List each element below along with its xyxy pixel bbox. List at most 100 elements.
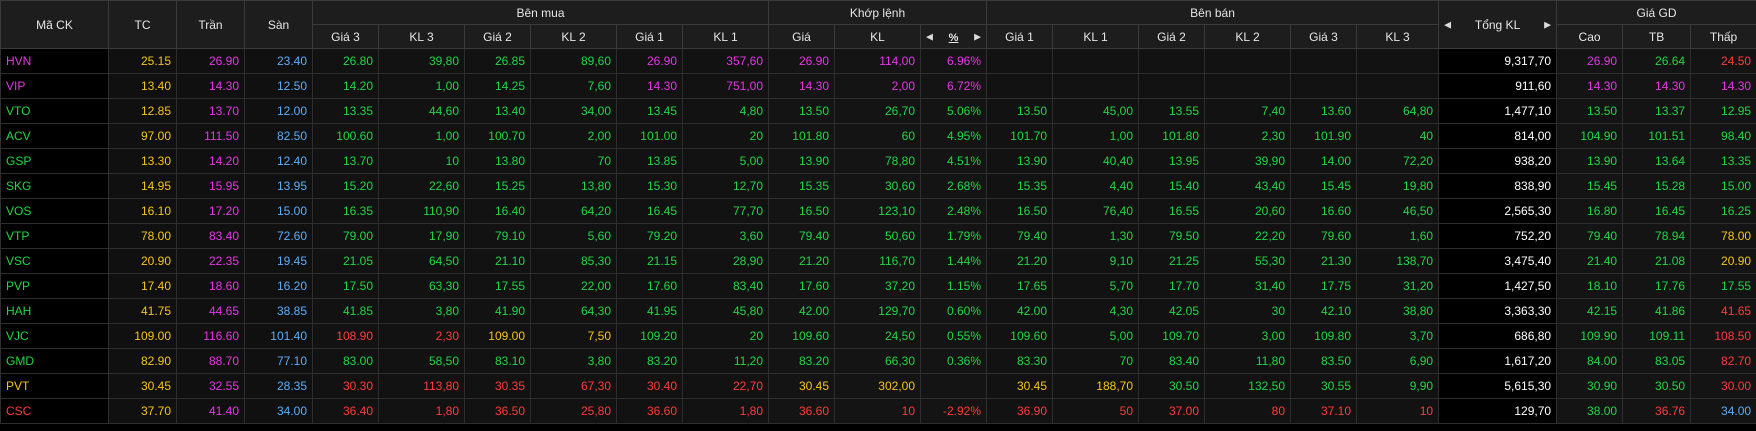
match-col-header[interactable]: Giá: [768, 24, 835, 49]
bid-col-header[interactable]: Giá 1: [616, 24, 683, 49]
ref-price-cell: 41.75: [108, 298, 177, 324]
bid-cell: 39,80: [378, 48, 465, 74]
ask-col-header[interactable]: Giá 2: [1138, 24, 1205, 49]
symbol-cell[interactable]: CSC: [0, 398, 109, 424]
ask-col-header[interactable]: Giá 3: [1290, 24, 1357, 49]
ask-cell: 17.75: [1290, 273, 1357, 299]
stats-cell: 12.95: [1690, 98, 1756, 124]
symbol-cell[interactable]: HVN: [0, 48, 109, 74]
table-row[interactable]: HAH 41.75 44.65 38.85 41.85 3,80 41.90 64,30 41.…: [0, 298, 1756, 324]
symbol-cell[interactable]: VOS: [0, 198, 109, 224]
table-row[interactable]: CSC 37.70 41.40 34.00 36.40 1,80 36.50 25,80 36.…: [0, 398, 1756, 424]
bid-cell: 26.90: [616, 48, 683, 74]
match-cell: 79.40: [768, 223, 835, 249]
bid-cell: 17,90: [378, 223, 465, 249]
table-row[interactable]: ACV 97.00 111.50 82.50 100.60 1,00 100.70 2,00 1…: [0, 123, 1756, 149]
table-row[interactable]: GSP 13.30 14.20 12.40 13.70 10 13.80 70 13.85 5,0…: [0, 148, 1756, 174]
triangle-left-icon[interactable]: ◀: [926, 31, 933, 41]
table-row[interactable]: VTO 12.85 13.70 12.00 13.35 44,60 13.40 34,00 13…: [0, 98, 1756, 124]
bid-cell: 751,00: [682, 73, 769, 99]
table-row[interactable]: GMD 82.90 88.70 77.10 83.00 58,50 83.10 3,80 83.…: [0, 348, 1756, 374]
bid-cell: 79.00: [312, 223, 379, 249]
table-row[interactable]: VOS 16.10 17.20 15.00 16.35 110,90 16.40 64,20 1…: [0, 198, 1756, 224]
ceiling-price-cell: 18.60: [176, 273, 245, 299]
bid-cell: 67,30: [530, 373, 617, 399]
ask-col-header[interactable]: KL 3: [1355, 24, 1440, 49]
ask-cell: 1,00: [1052, 123, 1139, 149]
symbol-cell[interactable]: HAH: [0, 298, 109, 324]
bid-col-header[interactable]: Giá 3: [312, 24, 379, 49]
match-percent-header[interactable]: ◀% ▶: [920, 24, 987, 49]
bid-cell: 30.35: [464, 373, 531, 399]
symbol-cell[interactable]: VTO: [0, 98, 109, 124]
symbol-cell[interactable]: PVT: [0, 373, 109, 399]
table-row[interactable]: VJC 109.00 116.60 101.40 108.90 2,30 109.00 7,5…: [0, 323, 1756, 349]
triangle-left-icon[interactable]: ◀: [1444, 19, 1451, 29]
ceiling-price-cell: 26.90: [176, 48, 245, 74]
stats-cell: 101.51: [1622, 123, 1692, 149]
symbol-header[interactable]: Mã CK: [0, 0, 109, 49]
total-volume-header[interactable]: ◀ Tổng KL ▶: [1438, 0, 1558, 49]
stats-cell: 14.30: [1556, 73, 1624, 99]
stats-cell: 16.80: [1556, 198, 1624, 224]
ceiling-price-cell: 41.40: [176, 398, 245, 424]
ask-cell: 76,40: [1052, 198, 1139, 224]
symbol-cell[interactable]: ACV: [0, 123, 109, 149]
symbol-cell[interactable]: VJC: [0, 323, 109, 349]
ask-col-header[interactable]: KL 2: [1204, 24, 1291, 49]
bid-cell: 10: [378, 148, 465, 174]
stats-cell: 41.86: [1622, 298, 1692, 324]
table-row[interactable]: SKG 14.95 15.95 13.95 15.20 22,60 15.25 13,80 15…: [0, 173, 1756, 199]
symbol-cell[interactable]: SKG: [0, 173, 109, 199]
table-row[interactable]: VIP 13.40 14.30 12.50 14.20 1,00 14.25 7,60 14.3…: [0, 73, 1756, 99]
bid-col-header[interactable]: KL 1: [682, 24, 769, 49]
table-row[interactable]: PVT 30.45 32.55 28.35 30.30 113,80 30.35 67,30 3…: [0, 373, 1756, 399]
stats-cell: 109.90: [1556, 323, 1624, 349]
bid-cell: 26.85: [464, 48, 531, 74]
table-row[interactable]: PVP 17.40 18.60 16.20 17.50 63,30 17.55 22,00 17…: [0, 273, 1756, 299]
bid-cell: 21.10: [464, 248, 531, 274]
table-row[interactable]: VSC 20.90 22.35 19.45 21.05 64,50 21.10 85,30 21…: [0, 248, 1756, 274]
ask-cell: 30.50: [1138, 373, 1205, 399]
ask-cell: 1,30: [1052, 223, 1139, 249]
bid-cell: 83.20: [616, 348, 683, 374]
ask-col-header[interactable]: Giá 1: [986, 24, 1053, 49]
stats-col-header[interactable]: Cao: [1556, 24, 1624, 49]
floor-price-cell: 38.85: [244, 298, 313, 324]
ceiling-header[interactable]: Trần: [176, 0, 245, 49]
bid-cell: 79.20: [616, 223, 683, 249]
ref-header[interactable]: TC: [108, 0, 177, 49]
triangle-right-icon[interactable]: ▶: [1544, 19, 1552, 29]
symbol-cell[interactable]: VTP: [0, 223, 109, 249]
floor-header[interactable]: Sàn: [244, 0, 313, 49]
bid-col-header[interactable]: KL 3: [378, 24, 465, 49]
triangle-right-icon[interactable]: ▶: [974, 31, 981, 41]
bid-cell: 113,80: [378, 373, 465, 399]
stats-col-header[interactable]: TB: [1622, 24, 1692, 49]
ask-cell: 16.50: [986, 198, 1053, 224]
floor-price-cell: 28.35: [244, 373, 313, 399]
ask-cell: 31,40: [1204, 273, 1291, 299]
bid-col-header[interactable]: KL 2: [530, 24, 617, 49]
stats-col-header[interactable]: Thấp: [1690, 24, 1756, 49]
ask-cell: 15.45: [1290, 173, 1357, 199]
symbol-cell[interactable]: GMD: [0, 348, 109, 374]
symbol-cell[interactable]: VSC: [0, 248, 109, 274]
ceiling-price-cell: 14.20: [176, 148, 245, 174]
match-col-header[interactable]: KL: [834, 24, 921, 49]
symbol-cell[interactable]: VIP: [0, 73, 109, 99]
stats-cell: 13.90: [1556, 148, 1624, 174]
table-row[interactable]: HVN 25.15 26.90 23.40 26.80 39,80 26.85 89,60 26…: [0, 48, 1756, 74]
match-cell: 36.60: [768, 398, 835, 424]
table-row[interactable]: VTP 78.00 83.40 72.60 79.00 17,90 79.10 5,60 79.…: [0, 223, 1756, 249]
stats-cell: 16.45: [1622, 198, 1692, 224]
ask-cell: 40: [1355, 123, 1440, 149]
symbol-cell[interactable]: PVP: [0, 273, 109, 299]
stats-cell: 24.50: [1690, 48, 1756, 74]
ref-price-cell: 14.95: [108, 173, 177, 199]
ask-col-header[interactable]: KL 1: [1052, 24, 1139, 49]
match-cell: 114,00: [834, 48, 921, 74]
bid-col-header[interactable]: Giá 2: [464, 24, 531, 49]
symbol-cell[interactable]: GSP: [0, 148, 109, 174]
ask-cell: 13.95: [1138, 148, 1205, 174]
